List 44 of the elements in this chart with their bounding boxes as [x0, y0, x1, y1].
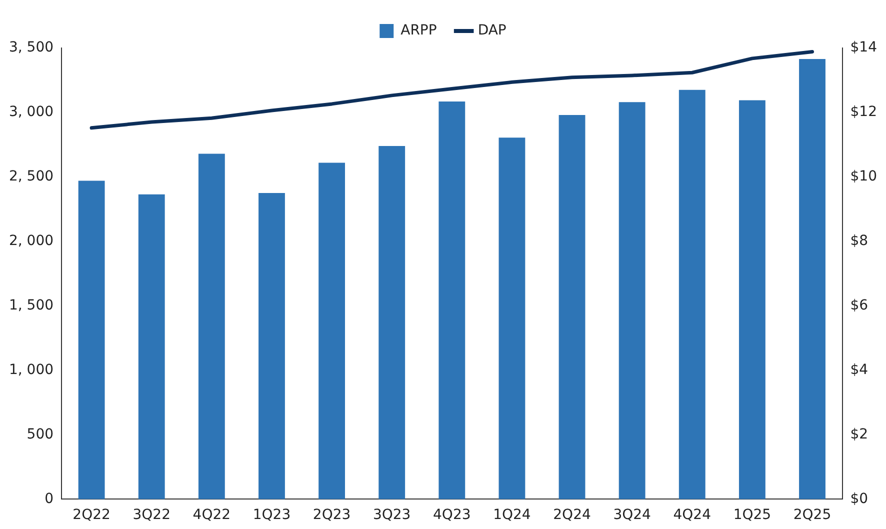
x-tick-label: 1Q25	[733, 507, 772, 524]
x-tick-label: 3Q24	[613, 507, 652, 524]
bar	[438, 102, 466, 500]
y2-tick-label: $6	[850, 297, 868, 314]
y-tick-label: 1, 000	[9, 362, 54, 378]
x-tick-label: 3Q22	[132, 507, 170, 524]
legend-label: DAP	[478, 22, 506, 39]
bar	[198, 154, 225, 500]
x-tick-label: 4Q23	[433, 507, 471, 524]
bar	[618, 102, 646, 500]
y2-tick-label: $14	[850, 40, 878, 56]
y-tick-label: 3, 000	[9, 104, 54, 120]
y2-tick-label: $0	[850, 490, 868, 507]
y-tick-label: 0	[44, 490, 54, 507]
bar	[258, 193, 285, 500]
bar	[558, 115, 586, 500]
y2-tick-label: $12	[850, 104, 878, 120]
x-tick-label: 1Q23	[252, 507, 291, 524]
x-tick-label: 4Q22	[192, 507, 231, 524]
y-tick-label: 1, 500	[9, 297, 54, 314]
x-tick-label: 2Q23	[312, 507, 351, 524]
y-tick-label: 2, 000	[9, 233, 54, 250]
y2-tick-label: $4	[850, 362, 868, 378]
y2-tick-label: $10	[850, 168, 878, 185]
x-tick-label: 2Q25	[793, 507, 832, 524]
bar	[678, 90, 706, 500]
y2-tick-label: $8	[850, 233, 868, 250]
x-tick-label: 2Q24	[553, 507, 591, 524]
x-tick-label: 1Q24	[493, 507, 531, 524]
y-tick-label: 2, 500	[9, 168, 54, 185]
y-tick-label: 500	[26, 426, 54, 442]
x-tick-label: 3Q23	[372, 507, 411, 524]
y-tick-label: 3, 500	[9, 40, 54, 56]
x-tick-label: 4Q24	[673, 507, 712, 524]
bar	[318, 162, 345, 500]
bar	[138, 194, 165, 500]
bar	[498, 138, 526, 500]
y2-tick-label: $2	[850, 426, 868, 442]
bar	[378, 146, 406, 500]
bar	[78, 180, 105, 500]
bar	[799, 58, 826, 500]
x-tick-label: 2Q22	[72, 507, 110, 524]
legend-label: ARPP	[400, 22, 437, 39]
bar	[738, 100, 766, 500]
